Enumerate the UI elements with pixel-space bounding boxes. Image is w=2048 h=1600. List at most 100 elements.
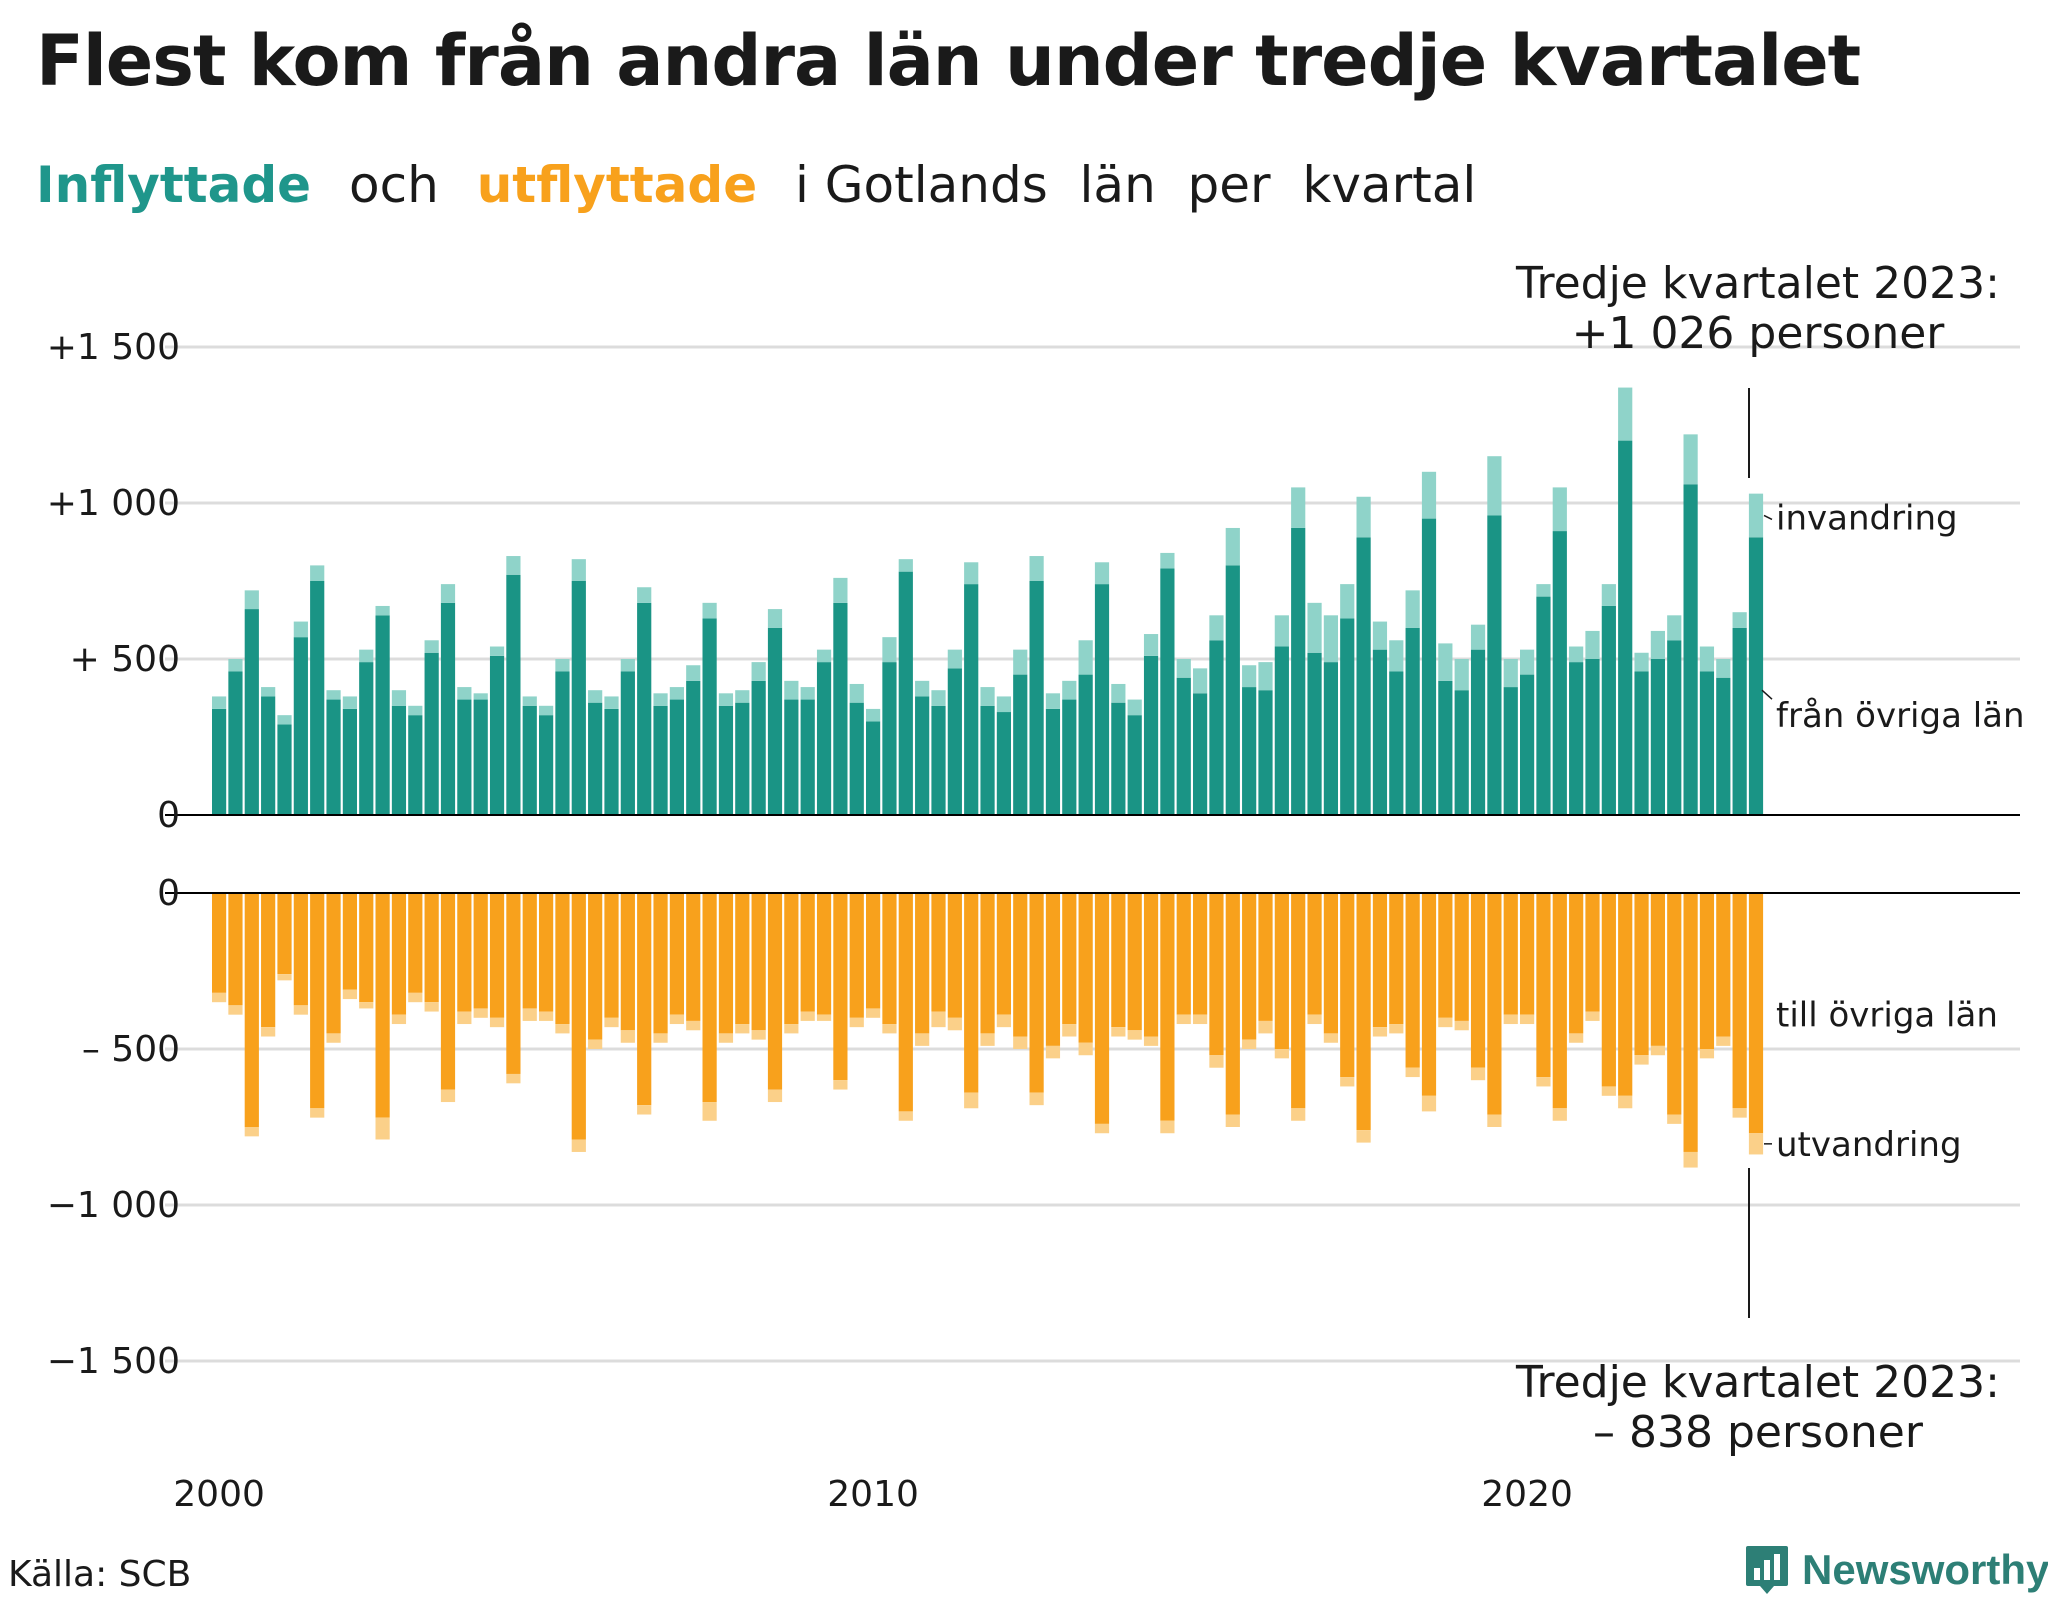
bar-fran-ovriga-lan: [980, 705, 995, 815]
bar-utvandring: [735, 1024, 750, 1034]
bar-utvandring: [261, 1027, 276, 1037]
bar-till-ovriga-lan: [1094, 893, 1110, 1124]
bar-chart-icon: [1746, 1546, 1788, 1594]
bar-till-ovriga-lan: [1127, 893, 1142, 1031]
annotation-top: +1 026 personer: [1572, 308, 1946, 359]
bar-till-ovriga-lan: [1176, 893, 1191, 1015]
bar-fran-ovriga-lan: [833, 602, 848, 815]
bar-fran-ovriga-lan: [751, 680, 766, 815]
bar-till-ovriga-lan: [506, 893, 521, 1074]
bar-fran-ovriga-lan: [620, 671, 635, 815]
bar-invandring: [1340, 584, 1355, 619]
bar-till-ovriga-lan: [833, 893, 848, 1081]
bar-utvandring: [555, 1024, 570, 1034]
bar-fran-ovriga-lan: [489, 655, 505, 815]
bar-till-ovriga-lan: [637, 893, 652, 1106]
bar-utvandring: [1601, 1086, 1616, 1096]
bar-utvandring: [342, 989, 357, 1000]
bar-till-ovriga-lan: [751, 893, 766, 1031]
bar-fran-ovriga-lan: [1470, 649, 1486, 815]
bar-utvandring: [1732, 1108, 1747, 1118]
bar-utvandring: [1699, 1049, 1715, 1059]
bar-invandring: [849, 683, 864, 703]
bar-utvandring: [620, 1030, 635, 1043]
bar-invandring: [1389, 640, 1404, 672]
bar-invandring: [1356, 496, 1371, 538]
bar-utvandring: [1094, 1123, 1110, 1134]
bar-utvandring: [391, 1014, 407, 1025]
bar-invandring: [1503, 659, 1518, 688]
bar-invandring: [489, 646, 505, 656]
bar-till-ovriga-lan: [1356, 893, 1371, 1131]
bar-till-ovriga-lan: [326, 893, 341, 1034]
bar-utvandring: [1618, 1095, 1633, 1109]
bar-utvandring: [1111, 1027, 1126, 1037]
bar-fran-ovriga-lan: [1340, 618, 1355, 815]
bar-fran-ovriga-lan: [1323, 662, 1338, 815]
y-tick-label: +1 500: [47, 327, 180, 368]
bar-till-ovriga-lan: [898, 893, 913, 1112]
chart-title: Flest kom från andra län under tredje kv…: [36, 20, 1861, 102]
bar-utvandring: [931, 1011, 946, 1028]
newsworthy-logo: Newsworthy: [1744, 1544, 2048, 1596]
bar-utvandring: [212, 992, 227, 1003]
bar-fran-ovriga-lan: [686, 680, 701, 815]
bar-invandring: [1078, 640, 1093, 675]
bar-invandring: [1520, 649, 1535, 675]
bar-utvandring: [1160, 1120, 1175, 1134]
y-tick-label: −1 500: [47, 1341, 180, 1382]
bar-fran-ovriga-lan: [1487, 515, 1502, 815]
bar-invandring: [931, 690, 946, 706]
bar-fran-ovriga-lan: [539, 715, 554, 815]
bar-fran-ovriga-lan: [228, 671, 243, 815]
bar-invandring: [1650, 630, 1665, 659]
bar-invandring: [408, 705, 423, 716]
bar-utvandring: [1356, 1130, 1371, 1143]
bar-invandring: [1225, 527, 1240, 566]
bar-invandring: [212, 696, 227, 709]
bar-fran-ovriga-lan: [342, 708, 357, 815]
bar-till-ovriga-lan: [718, 893, 734, 1034]
bar-invandring: [1323, 615, 1338, 663]
bar-till-ovriga-lan: [1389, 893, 1404, 1025]
bar-fran-ovriga-lan: [1748, 537, 1764, 815]
bar-invandring: [882, 637, 897, 663]
bar-utvandring: [1225, 1114, 1240, 1127]
bar-fran-ovriga-lan: [588, 702, 603, 815]
bar-invandring: [375, 605, 390, 616]
bar-utvandring: [293, 1005, 308, 1015]
bar-invandring: [1062, 680, 1077, 700]
bar-invandring: [751, 662, 766, 681]
bar-utvandring: [1242, 1039, 1257, 1049]
bar-fran-ovriga-lan: [1013, 674, 1028, 815]
bar-utvandring: [1487, 1114, 1502, 1127]
bar-till-ovriga-lan: [784, 893, 799, 1025]
bar-till-ovriga-lan: [1716, 893, 1731, 1037]
y-tick-label: 0: [157, 795, 180, 836]
bar-fran-ovriga-lan: [1454, 690, 1469, 815]
bar-utvandring: [784, 1024, 799, 1034]
bar-till-ovriga-lan: [947, 893, 962, 1018]
annotation-top: Tredje kvartalet 2023:: [1515, 258, 2000, 309]
bar-utvandring: [571, 1139, 586, 1152]
annotation-bottom: – 838 personer: [1593, 1407, 1924, 1458]
bar-invandring: [1421, 471, 1437, 519]
bar-utvandring: [228, 1005, 243, 1015]
bar-till-ovriga-lan: [228, 893, 243, 1006]
bar-till-ovriga-lan: [1618, 893, 1633, 1096]
bar-invandring: [1552, 487, 1567, 532]
bar-utvandring: [1143, 1036, 1159, 1046]
bar-till-ovriga-lan: [310, 893, 325, 1109]
bar-invandring: [1193, 668, 1208, 694]
bar-utvandring: [1438, 1017, 1453, 1028]
bar-fran-ovriga-lan: [391, 705, 407, 815]
bar-fran-ovriga-lan: [293, 637, 308, 815]
bar-utvandring: [816, 1014, 832, 1021]
bar-fran-ovriga-lan: [1552, 531, 1567, 815]
bar-utvandring: [1127, 1030, 1142, 1040]
bar-fran-ovriga-lan: [1160, 568, 1175, 815]
bar-till-ovriga-lan: [1601, 893, 1616, 1087]
bar-till-ovriga-lan: [996, 893, 1011, 1015]
bar-invandring: [244, 590, 259, 610]
bar-invandring: [784, 680, 799, 700]
